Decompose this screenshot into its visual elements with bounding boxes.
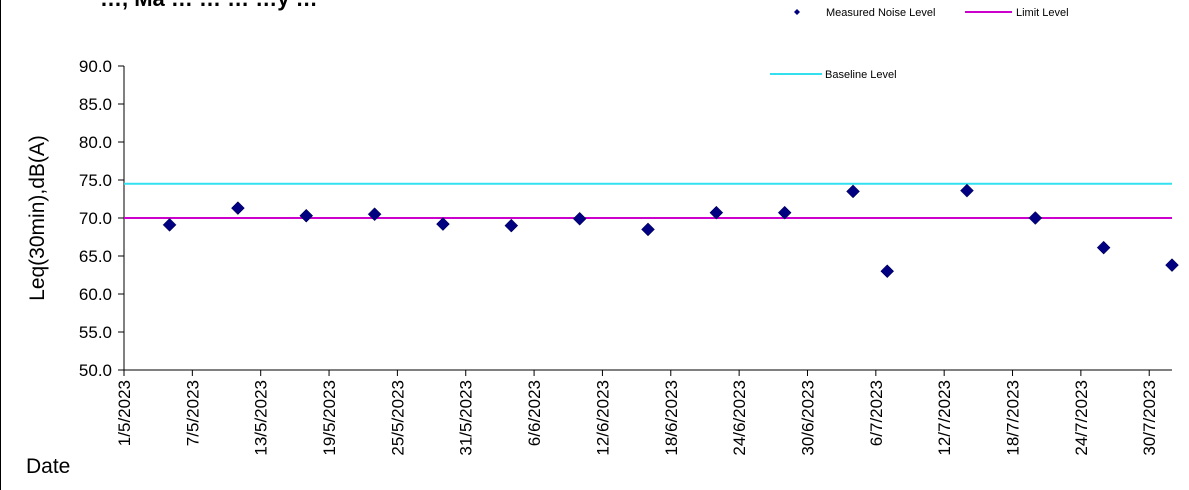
- y-tick-label: 70.0: [79, 209, 112, 228]
- y-tick-label: 50.0: [79, 361, 112, 380]
- reference-lines: [124, 182, 1172, 219]
- legend-marker-measured: [794, 9, 800, 15]
- measured-point: [960, 183, 974, 198]
- measured-point: [367, 207, 382, 222]
- measured-point: [504, 218, 519, 233]
- x-tick-label: 31/5/2023: [457, 380, 476, 456]
- y-tick-label: 60.0: [79, 285, 112, 304]
- legend-label-measured: Measured Noise Level: [826, 7, 935, 19]
- chart-title: …, Ma … … … …y …: [100, 0, 318, 12]
- x-tick-label: 24/6/2023: [730, 380, 749, 456]
- measured-point: [1165, 258, 1179, 272]
- x-tick-label: 12/7/2023: [935, 380, 954, 456]
- legend-label-baseline: Baseline Level: [825, 69, 897, 81]
- x-tick-label: 30/7/2023: [1140, 380, 1159, 456]
- x-tick-label: 13/5/2023: [252, 380, 271, 456]
- x-tick-label: 12/6/2023: [593, 380, 612, 456]
- measured-point: [299, 208, 314, 223]
- measured-point: [436, 217, 450, 231]
- measured-point: [1096, 240, 1111, 255]
- measured-point: [572, 211, 587, 226]
- x-tick-label: 1/5/2023: [115, 380, 134, 446]
- legend: Measured Noise Level Limit Level Baseline …: [770, 7, 1069, 81]
- y-tick-label: 90.0: [79, 57, 112, 76]
- x-tick-label: 30/6/2023: [798, 380, 817, 456]
- data-points: [162, 183, 1179, 279]
- x-tick-label: 7/5/2023: [183, 380, 202, 446]
- measured-point: [641, 222, 655, 237]
- x-axis-label: Date: [26, 455, 70, 478]
- measured-point: [846, 184, 860, 199]
- x-tick-label: 19/5/2023: [320, 380, 339, 456]
- measured-point: [709, 205, 724, 220]
- measured-point: [162, 217, 177, 232]
- x-tick-label: 6/7/2023: [867, 380, 886, 446]
- x-tick-label: 24/7/2023: [1072, 380, 1091, 456]
- measured-point: [880, 264, 895, 279]
- x-tick-label: 18/7/2023: [1004, 380, 1023, 456]
- y-tick-label: 65.0: [79, 247, 112, 266]
- measured-point: [777, 205, 792, 220]
- legend-label-limit: Limit Level: [1016, 7, 1069, 19]
- x-tick-label: 18/6/2023: [662, 380, 681, 456]
- x-tick-label: 25/5/2023: [388, 380, 407, 456]
- y-tick-label: 85.0: [79, 95, 112, 114]
- measured-point: [1028, 211, 1043, 225]
- y-tick-label: 75.0: [79, 171, 112, 190]
- x-tick-label: 6/6/2023: [525, 380, 544, 446]
- y-axis-label: Leq(30min),dB(A): [26, 135, 49, 301]
- y-tick-label: 55.0: [79, 323, 112, 342]
- y-tick-label: 80.0: [79, 133, 112, 152]
- measured-point: [231, 201, 245, 215]
- axes: 50.0 55.0 60.0 65.0 70.0 75.0 80.0 85.0 90.0 1/5/…: [79, 57, 1172, 456]
